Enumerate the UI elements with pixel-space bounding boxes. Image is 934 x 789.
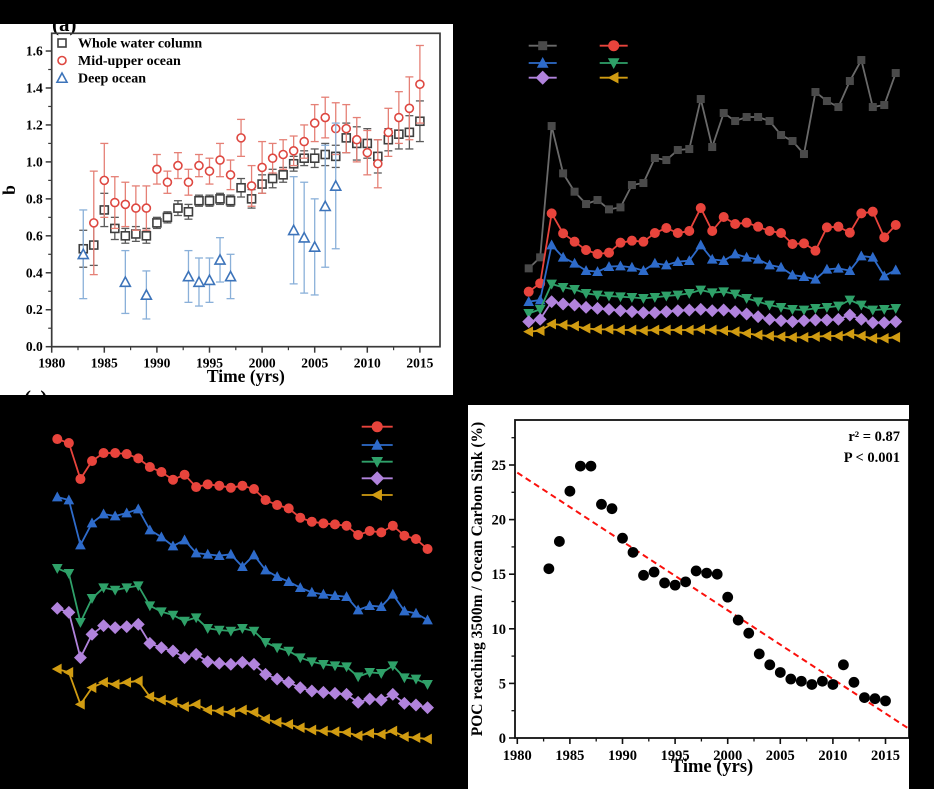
svg-text:1985: 1985 xyxy=(91,356,118,371)
svg-text:2005: 2005 xyxy=(301,356,328,371)
svg-text:b: b xyxy=(0,185,19,195)
svg-text:0.8: 0.8 xyxy=(26,191,43,206)
svg-text:2015: 2015 xyxy=(406,356,433,371)
svg-text:2000: 2000 xyxy=(713,748,742,764)
panel-b-chart xyxy=(522,40,903,344)
panel-d-chart: 1980 1985 1990 1995 2000 2005 2010 2015 0 5 10 15 20… xyxy=(469,419,909,777)
panel-c-label: (c) xyxy=(24,388,47,396)
svg-text:1995: 1995 xyxy=(196,356,223,371)
svg-text:5: 5 xyxy=(499,676,506,692)
svg-text:1990: 1990 xyxy=(143,356,170,371)
svg-text:Deep ocean: Deep ocean xyxy=(78,72,146,87)
panel-d: 1980 1985 1990 1995 2000 2005 2010 2015 0 5 10 15 20… xyxy=(468,405,909,789)
svg-text:10: 10 xyxy=(492,622,507,638)
svg-text:1.0: 1.0 xyxy=(26,154,43,169)
svg-text:20: 20 xyxy=(492,513,507,529)
svg-text:1980: 1980 xyxy=(503,748,532,764)
svg-text:POC reaching 3500m / Ocean Car: POC reaching 3500m / Ocean Carbon Sink (… xyxy=(469,422,486,736)
svg-text:0.0: 0.0 xyxy=(26,339,43,354)
svg-text:r² = 0.87: r² = 0.87 xyxy=(848,429,900,445)
svg-text:15: 15 xyxy=(492,567,507,583)
svg-text:2005: 2005 xyxy=(766,748,795,764)
svg-text:P < 0.001: P < 0.001 xyxy=(844,450,900,466)
panel-a: (a) (c) 1980 1985 1990 1995 2000 2005 2010 2015… xyxy=(0,24,453,395)
svg-text:2010: 2010 xyxy=(818,748,847,764)
svg-text:2010: 2010 xyxy=(354,356,381,371)
svg-text:1980: 1980 xyxy=(38,356,65,371)
panel-a-chart: 1980 1985 1990 1995 2000 2005 2010 2015 0.0 0.2 0.… xyxy=(0,32,441,386)
svg-text:Whole water column: Whole water column xyxy=(78,37,202,52)
svg-text:1995: 1995 xyxy=(661,748,690,764)
svg-text:1.2: 1.2 xyxy=(26,117,43,132)
svg-text:2000: 2000 xyxy=(249,356,276,371)
svg-text:0.4: 0.4 xyxy=(26,265,43,280)
panel-c-chart xyxy=(50,421,434,745)
svg-text:Time (yrs): Time (yrs) xyxy=(207,366,285,386)
svg-text:Mid-upper ocean: Mid-upper ocean xyxy=(78,54,181,69)
svg-text:0: 0 xyxy=(499,731,506,747)
svg-text:0.2: 0.2 xyxy=(26,302,43,317)
svg-text:Time (yrs): Time (yrs) xyxy=(671,757,753,777)
svg-text:1985: 1985 xyxy=(555,748,584,764)
panel-a-label: (a) xyxy=(52,24,77,36)
svg-text:1.6: 1.6 xyxy=(26,44,43,59)
svg-text:2015: 2015 xyxy=(871,748,900,764)
svg-text:25: 25 xyxy=(492,458,507,474)
svg-text:0.6: 0.6 xyxy=(26,228,43,243)
svg-text:1.4: 1.4 xyxy=(26,80,43,95)
svg-text:1990: 1990 xyxy=(608,748,637,764)
